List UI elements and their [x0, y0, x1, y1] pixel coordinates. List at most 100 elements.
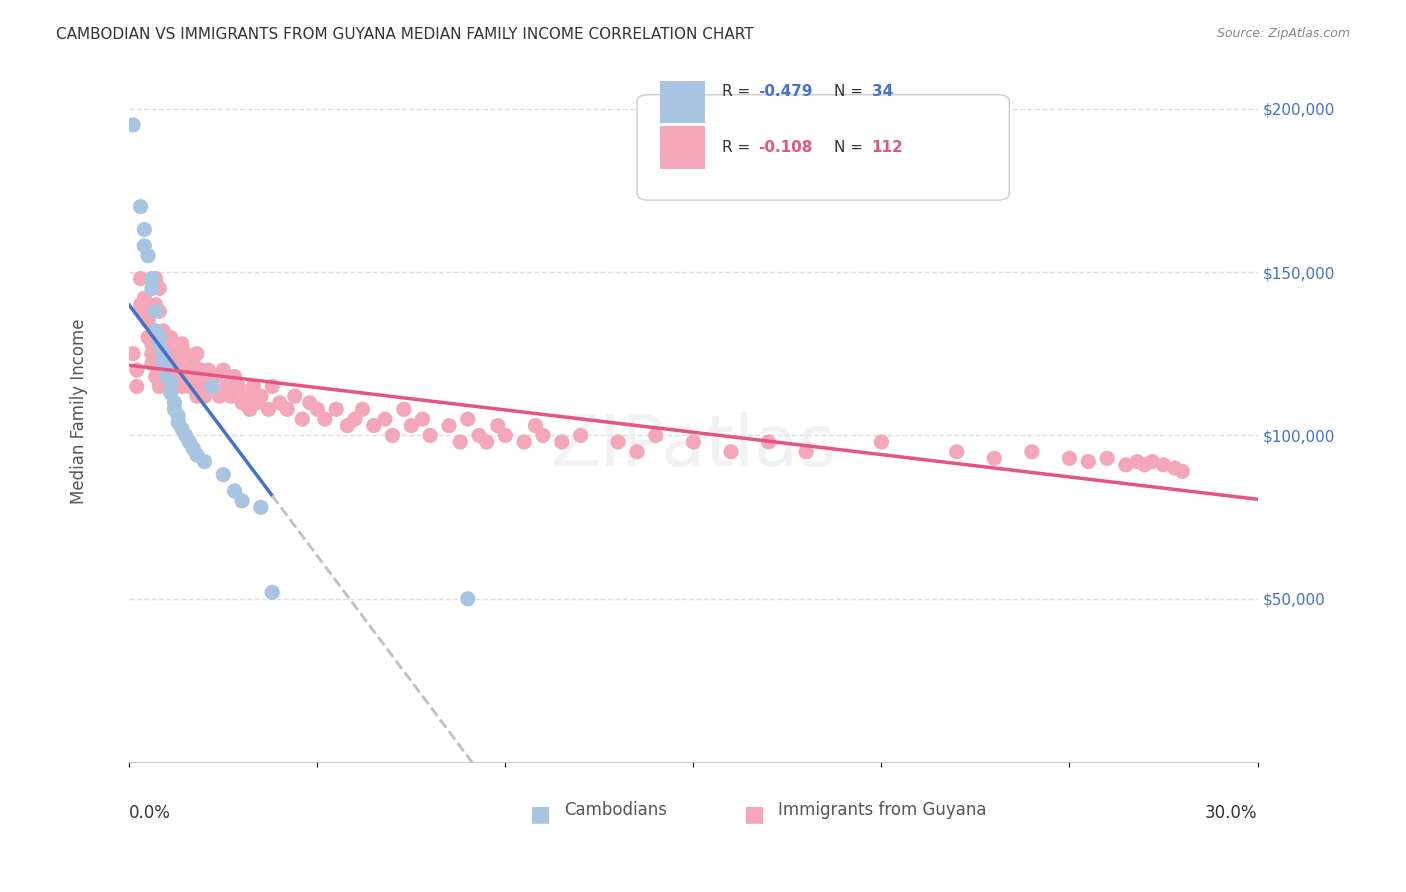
Point: [224, 483, 246, 498]
Point: [1115, 458, 1137, 472]
Point: [644, 428, 666, 442]
Point: [136, 330, 159, 344]
Point: [148, 281, 170, 295]
Point: [449, 434, 471, 449]
Point: [145, 304, 167, 318]
Text: ZIPatlas: ZIPatlas: [551, 411, 837, 481]
Point: [193, 454, 215, 468]
Point: [1021, 444, 1043, 458]
Point: [179, 363, 201, 377]
Point: [129, 298, 152, 312]
Point: [145, 298, 167, 312]
Text: Source: ZipAtlas.com: Source: ZipAtlas.com: [1216, 27, 1350, 40]
Point: [152, 363, 174, 377]
Point: [156, 369, 179, 384]
Point: [239, 402, 262, 417]
Point: [412, 412, 434, 426]
Point: [193, 369, 215, 384]
Point: [381, 428, 404, 442]
Point: [513, 434, 536, 449]
Point: [134, 304, 156, 318]
Point: [215, 379, 238, 393]
Point: [141, 357, 163, 371]
Text: N =: N =: [834, 84, 869, 99]
Point: [437, 418, 460, 433]
Point: [401, 418, 423, 433]
Point: [228, 379, 250, 393]
Point: [190, 363, 212, 377]
Point: [392, 402, 415, 417]
Point: [494, 428, 516, 442]
Text: 30.0%: 30.0%: [1205, 805, 1257, 822]
Point: [468, 428, 491, 442]
Point: [122, 118, 145, 132]
Point: [170, 337, 193, 351]
Point: [174, 428, 197, 442]
Point: [1126, 454, 1149, 468]
Point: [314, 412, 336, 426]
FancyBboxPatch shape: [637, 95, 1010, 200]
Point: [148, 379, 170, 393]
Point: [159, 330, 181, 344]
Point: [193, 389, 215, 403]
Point: [152, 347, 174, 361]
Point: [170, 422, 193, 436]
Point: [136, 314, 159, 328]
Point: [159, 379, 181, 393]
Text: ■: ■: [530, 805, 551, 824]
Point: [136, 249, 159, 263]
Point: [163, 347, 186, 361]
Point: [250, 389, 273, 403]
Text: R =: R =: [721, 84, 755, 99]
Text: -0.479: -0.479: [758, 84, 813, 99]
Point: [167, 357, 190, 371]
Point: [682, 434, 704, 449]
Text: R =: R =: [721, 140, 755, 155]
Point: [298, 396, 321, 410]
Point: [419, 428, 441, 442]
Point: [134, 239, 156, 253]
Point: [250, 500, 273, 515]
Text: ■: ■: [744, 805, 765, 824]
Point: [181, 369, 204, 384]
Point: [524, 418, 547, 433]
Point: [190, 379, 212, 393]
Point: [235, 389, 257, 403]
Text: -0.108: -0.108: [758, 140, 813, 155]
Point: [1153, 458, 1175, 472]
Point: [569, 428, 592, 442]
Text: Median Family Income: Median Family Income: [69, 318, 87, 504]
Point: [201, 379, 224, 393]
Point: [374, 412, 396, 426]
Point: [179, 434, 201, 449]
Point: [1133, 458, 1156, 472]
Point: [167, 409, 190, 423]
Point: [486, 418, 509, 433]
Point: [1171, 464, 1194, 478]
Point: [186, 389, 208, 403]
Point: [276, 402, 298, 417]
Point: [794, 444, 817, 458]
Point: [257, 402, 280, 417]
Point: [141, 271, 163, 285]
Text: 0.0%: 0.0%: [129, 805, 172, 822]
Point: [148, 330, 170, 344]
Point: [475, 434, 498, 449]
Point: [125, 363, 148, 377]
FancyBboxPatch shape: [659, 80, 704, 123]
Point: [152, 324, 174, 338]
Point: [197, 363, 219, 377]
Point: [307, 402, 329, 417]
Point: [134, 291, 156, 305]
Point: [148, 304, 170, 318]
Point: [607, 434, 630, 449]
Point: [352, 402, 374, 417]
Point: [163, 396, 186, 410]
Text: 112: 112: [872, 140, 904, 155]
Point: [945, 444, 967, 458]
Point: [141, 347, 163, 361]
Point: [231, 493, 253, 508]
Point: [152, 347, 174, 361]
Point: [626, 444, 648, 458]
Point: [129, 200, 152, 214]
